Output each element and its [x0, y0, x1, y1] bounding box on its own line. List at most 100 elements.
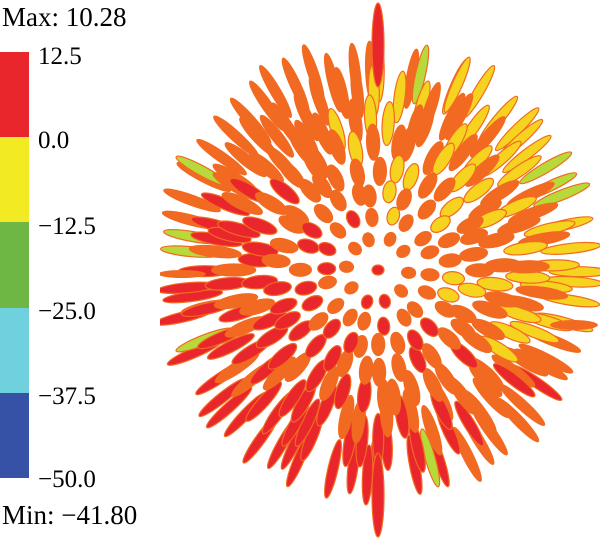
petal: [465, 263, 495, 278]
petal: [386, 206, 401, 226]
petal: [278, 379, 307, 418]
radiation-pattern-plot: [160, 2, 600, 538]
petal: [326, 164, 345, 192]
petal: [417, 199, 437, 220]
petal: [371, 264, 385, 276]
petal: [492, 362, 536, 398]
petal: [382, 180, 397, 204]
petal: [459, 228, 489, 245]
petal: [398, 214, 414, 232]
petal: [540, 241, 600, 255]
petal: [433, 177, 456, 202]
petal: [317, 241, 337, 257]
petal: [371, 332, 386, 357]
petal: [343, 331, 359, 355]
legend-tick-label: 0.0: [38, 127, 70, 154]
petal: [377, 316, 391, 336]
petal: [293, 92, 320, 142]
max-value-label: Max: 10.28: [2, 2, 127, 32]
petal: [434, 300, 457, 318]
petal: [457, 282, 487, 298]
petal: [497, 216, 541, 235]
legend-tick-label: −12.5: [38, 213, 96, 240]
petal: [365, 207, 379, 227]
petal: [503, 240, 548, 256]
petal: [188, 244, 242, 259]
petal: [378, 293, 391, 309]
petal: [323, 345, 342, 372]
petal: [372, 156, 388, 186]
petal: [465, 154, 500, 187]
petal: [338, 394, 355, 440]
legend-band-red: [0, 52, 29, 137]
petal: [345, 210, 361, 229]
petal: [213, 293, 259, 310]
petal: [417, 285, 437, 300]
petal: [269, 178, 300, 205]
petal: [269, 237, 299, 254]
petal: [317, 262, 337, 276]
petal: [329, 189, 347, 212]
petal: [267, 342, 298, 370]
petal: [301, 295, 324, 312]
petal: [362, 184, 377, 208]
petal: [476, 276, 514, 292]
petal: [406, 301, 424, 318]
petal: [406, 329, 424, 351]
petal: [308, 75, 331, 126]
petal: [459, 247, 489, 262]
petal: [322, 318, 342, 339]
petal: [333, 66, 350, 120]
petal: [411, 44, 430, 105]
petal: [401, 266, 417, 279]
petal: [313, 203, 334, 224]
petal: [478, 231, 515, 249]
petal: [419, 317, 439, 338]
petal: [306, 145, 329, 179]
petal: [221, 192, 263, 215]
petal: [391, 353, 407, 382]
legend-tick-label: −25.0: [38, 298, 96, 325]
petal: [362, 232, 375, 248]
petal: [308, 312, 329, 331]
petal: [414, 231, 432, 247]
petal: [371, 2, 385, 88]
petal: [263, 281, 292, 297]
legend-band-yellow: [0, 137, 29, 222]
petal: [269, 297, 298, 315]
petal: [357, 311, 372, 331]
petal: [245, 381, 283, 422]
petal: [338, 260, 355, 273]
petal: [441, 271, 466, 286]
petal: [390, 331, 406, 355]
petal: [319, 366, 340, 401]
petal: [288, 262, 312, 277]
petal: [211, 263, 257, 277]
petal: [327, 129, 346, 165]
legend-band-green: [0, 222, 29, 308]
petal: [261, 253, 291, 269]
petal: [443, 56, 471, 113]
petal: [437, 232, 461, 249]
legend-band-cyan: [0, 308, 29, 393]
petal: [396, 188, 412, 211]
legend-tick-label: −50.0: [38, 466, 96, 493]
petal: [394, 284, 409, 298]
petal: [252, 310, 287, 331]
petal: [206, 333, 255, 360]
color-legend: [0, 52, 29, 478]
petal: [396, 308, 412, 327]
petal: [497, 155, 542, 187]
petal: [348, 241, 362, 256]
petal: [472, 300, 508, 319]
petal: [383, 231, 397, 247]
petal: [415, 104, 435, 148]
petal: [515, 285, 569, 300]
petal: [509, 320, 560, 344]
petal: [437, 287, 460, 303]
petal: [420, 268, 440, 282]
petal: [196, 138, 247, 176]
petal: [445, 93, 474, 141]
petal: [259, 114, 295, 158]
petal: [163, 188, 221, 213]
